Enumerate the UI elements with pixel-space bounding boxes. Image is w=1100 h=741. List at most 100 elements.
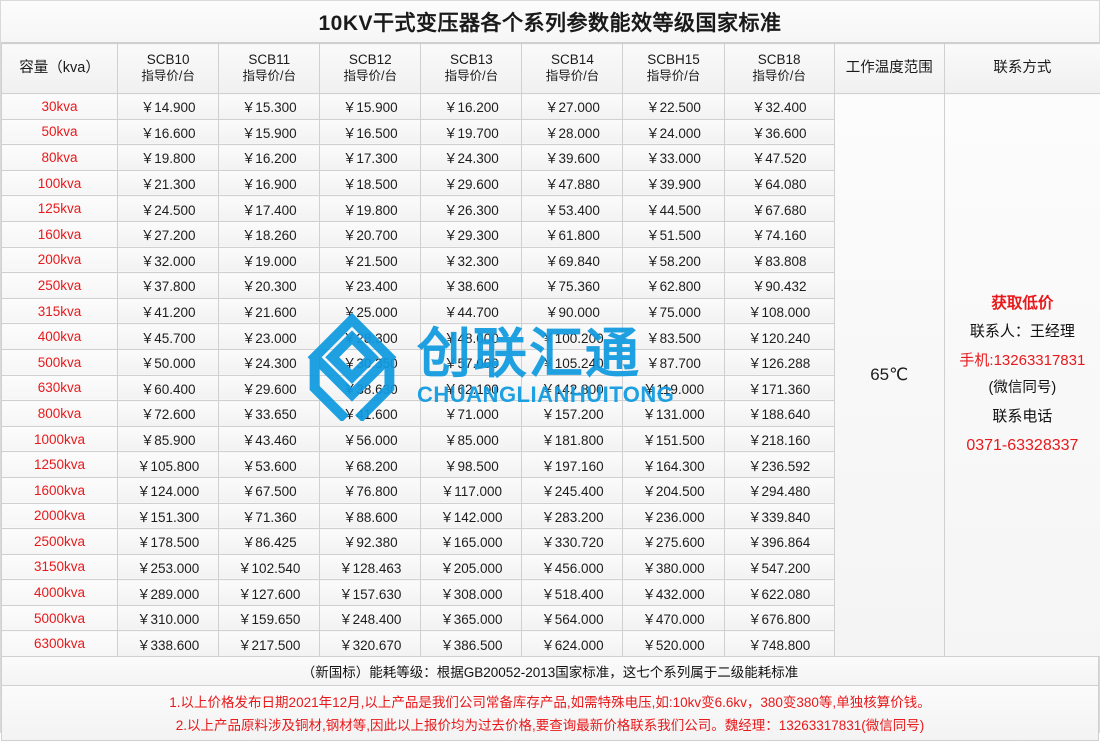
cell-price-scb10: ￥27.200 [118,221,219,247]
cell-price-scb12: ￥17.300 [320,145,421,171]
header-scb13-name: SCB13 [421,52,521,69]
header-contact: 联系方式 [944,44,1100,94]
cell-price-scbh15: ￥75.000 [623,298,724,324]
cell-price-scb13: ￥365.000 [421,605,522,631]
cell-capacity: 50kva [2,119,118,145]
cell-price-scb11: ￥33.650 [219,401,320,427]
cell-price-scb10: ￥14.900 [118,94,219,120]
cell-price-scb18: ￥83.808 [724,247,834,273]
cell-price-scb18: ￥171.360 [724,375,834,401]
cell-price-scb10: ￥253.000 [118,554,219,580]
header-scb12-sub: 指导价/台 [320,69,420,85]
cell-price-scb10: ￥105.800 [118,452,219,478]
cell-capacity: 500kva [2,349,118,375]
header-scb18: SCB18 指导价/台 [724,44,834,94]
cell-price-scbh15: ￥151.500 [623,426,724,452]
cell-capacity: 1000kva [2,426,118,452]
cell-price-scb12: ￥41.600 [320,401,421,427]
cell-price-scb10: ￥16.600 [118,119,219,145]
cell-price-scbh15: ￥470.000 [623,605,724,631]
cell-price-scb13: ￥85.000 [421,426,522,452]
cell-price-scb14: ￥518.400 [522,580,623,606]
header-scb11-name: SCB11 [219,52,319,69]
cell-price-scb11: ￥20.300 [219,273,320,299]
cell-capacity: 5000kva [2,605,118,631]
cell-price-scbh15: ￥236.000 [623,503,724,529]
cell-capacity: 100kva [2,170,118,196]
contact-telephone[interactable]: 0371-63328337 [966,437,1078,455]
cell-capacity: 125kva [2,196,118,222]
cell-price-scb10: ￥72.600 [118,401,219,427]
cell-price-scbh15: ￥39.900 [623,170,724,196]
header-scbh15-sub: 指导价/台 [623,69,723,85]
table-body: 30kva￥14.900￥15.300￥15.900￥16.200￥27.000… [2,94,1100,657]
cell-price-scb11: ￥19.000 [219,247,320,273]
header-capacity: 容量（kva） [2,44,118,94]
header-scb11: SCB11 指导价/台 [219,44,320,94]
cell-price-scbh15: ￥275.600 [623,529,724,555]
cell-working-temperature: 65℃ [834,94,944,657]
cell-price-scb11: ￥159.650 [219,605,320,631]
cell-price-scbh15: ￥62.800 [623,273,724,299]
cell-price-scb13: ￥165.000 [421,529,522,555]
cell-price-scb14: ￥53.400 [522,196,623,222]
cell-price-scb14: ￥100.200 [522,324,623,350]
cell-capacity: 4000kva [2,580,118,606]
cell-price-scb13: ￥19.700 [421,119,522,145]
cell-price-scb18: ￥90.432 [724,273,834,299]
cell-price-scb14: ￥624.000 [522,631,623,657]
header-scbh15-name: SCBH15 [623,52,723,69]
cell-price-scb14: ￥564.000 [522,605,623,631]
cell-capacity: 400kva [2,324,118,350]
cell-price-scb18: ￥396.864 [724,529,834,555]
cell-price-scb18: ￥294.480 [724,477,834,503]
cell-price-scb14: ￥27.000 [522,94,623,120]
cell-price-scb13: ￥205.000 [421,554,522,580]
cell-capacity: 800kva [2,401,118,427]
header-capacity-label: 容量（kva） [2,59,117,77]
header-contact-label: 联系方式 [945,59,1100,77]
cell-price-scb11: ￥15.300 [219,94,320,120]
cell-capacity: 1600kva [2,477,118,503]
cell-price-scb10: ￥24.500 [118,196,219,222]
cell-price-scb18: ￥547.200 [724,554,834,580]
contact-mobile[interactable]: 手机:13263317831 [959,353,1085,370]
cell-price-scb18: ￥120.240 [724,324,834,350]
cell-price-scb12: ￥19.800 [320,196,421,222]
cell-price-scb14: ￥75.360 [522,273,623,299]
cell-price-scb13: ￥48.000 [421,324,522,350]
cell-price-scb10: ￥310.000 [118,605,219,631]
cell-price-scb14: ￥47.880 [522,170,623,196]
cell-price-scb18: ￥74.160 [724,221,834,247]
cell-price-scb13: ￥29.300 [421,221,522,247]
cell-price-scb18: ￥47.520 [724,145,834,171]
header-scb12: SCB12 指导价/台 [320,44,421,94]
header-temperature-label: 工作温度范围 [835,59,944,77]
cell-price-scb14: ￥456.000 [522,554,623,580]
cell-price-scb10: ￥85.900 [118,426,219,452]
cell-price-scbh15: ￥83.500 [623,324,724,350]
standard-note: （新国标）能耗等级：根据GB20052-2013国家标准，这七个系列属于二级能耗… [302,661,799,681]
header-scb13: SCB13 指导价/台 [421,44,522,94]
cell-price-scb12: ￥18.500 [320,170,421,196]
cell-price-scb12: ￥56.000 [320,426,421,452]
cell-price-scbh15: ￥22.500 [623,94,724,120]
cell-price-scb10: ￥50.000 [118,349,219,375]
cell-price-scb10: ￥21.300 [118,170,219,196]
cell-price-scb11: ￥18.260 [219,221,320,247]
cell-price-scb14: ￥69.840 [522,247,623,273]
cell-capacity: 2000kva [2,503,118,529]
standard-note-row: （新国标）能耗等级：根据GB20052-2013国家标准，这七个系列属于二级能耗… [1,657,1099,686]
header-scb14-name: SCB14 [522,52,622,69]
cell-price-scb12: ￥21.500 [320,247,421,273]
cell-capacity: 2500kva [2,529,118,555]
cell-price-scb14: ￥157.200 [522,401,623,427]
cell-price-scb11: ￥71.360 [219,503,320,529]
cell-capacity: 3150kva [2,554,118,580]
cell-capacity: 200kva [2,247,118,273]
header-scb13-sub: 指导价/台 [421,69,521,85]
cell-price-scb11: ￥16.900 [219,170,320,196]
